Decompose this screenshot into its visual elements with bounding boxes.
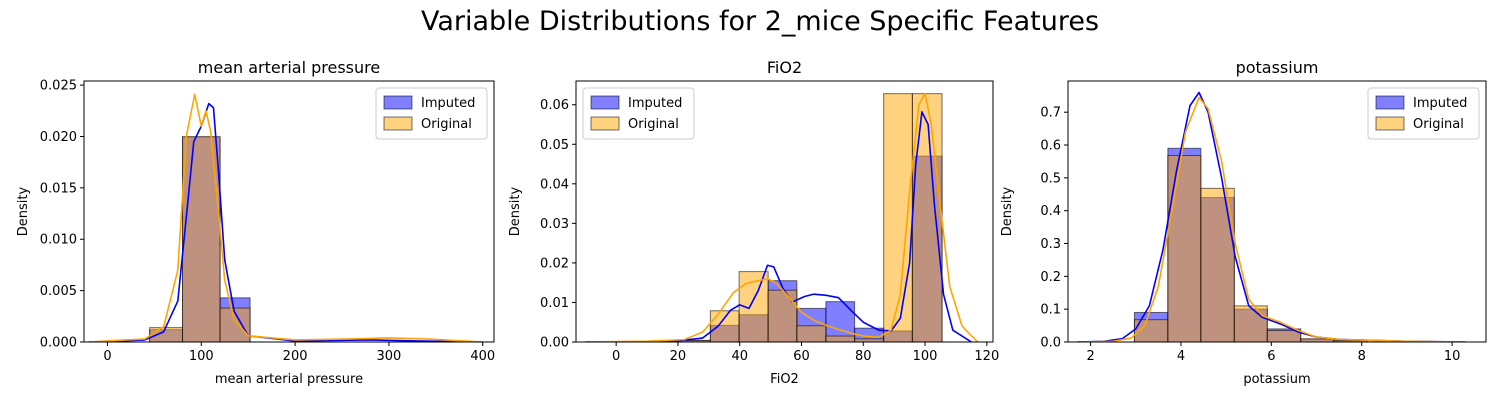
y-tick-label: 0.010 [40,233,77,248]
x-axis-label: FiO2 [770,372,799,387]
figure-title: Variable Distributions for 2_mice Specif… [421,6,1099,37]
legend: Imputed Original [582,87,695,140]
y-tick-label: 0.3 [1040,237,1061,252]
x-tick-label: 2 [1086,349,1094,364]
chart-panel-3: 2 4 6 8 10 0.0 0.1 0.2 0.3 0.4 0.5 0.6 0.7 potassium p… [1000,58,1487,387]
y-tick-label: 0.01 [540,296,569,311]
legend-label-imputed: Imputed [421,96,475,111]
x-tick-label: 20 [670,349,687,364]
legend-swatch-imputed [383,95,413,110]
x-tick-label: 8 [1358,349,1366,364]
legend-swatch-original [383,116,413,131]
panels: 0 100 200 300 4000.0000.0050.0100.0150.0200.… [16,58,1487,387]
y-tick-label: 0.1 [1040,303,1061,318]
kde-line-imputed [585,111,972,342]
y-tick-label: 0.02 [540,256,569,271]
bar-original-2 [1167,155,1202,342]
legend-label-original: Original [421,117,472,132]
bar-original-9 [911,93,943,342]
x-tick-label: 200 [283,349,308,364]
kde-line-original [1077,96,1466,342]
plot-area [1077,91,1466,342]
y-tick-label: 0.025 [40,79,77,94]
bar-original-2 [709,310,740,342]
axes-frame [83,80,495,343]
bar-original-5 [796,325,827,342]
kde-line-imputed [88,102,483,342]
x-tick-label: 300 [377,349,402,364]
y-tick-label: 0.020 [40,130,77,145]
y-tick-label: 0.005 [40,284,77,299]
bar-original-4 [1233,305,1268,342]
bar-original-1 [149,327,184,342]
kde-line-original [88,93,483,342]
y-tick-label: 0.000 [40,336,77,351]
y-tick-label: 0.7 [1040,106,1061,121]
legend-label-imputed: Imputed [1413,96,1467,111]
x-tick-label: 60 [793,349,810,364]
chart-panel-2: 0 20 40 60 80 100 120 0.00 0.01 0.02 0.03 0.04 0.05 0… [508,58,999,387]
x-tick-label: 4 [1177,349,1185,364]
y-tick-label: 0.4 [1040,204,1061,219]
y-tick-label: 0.5 [1040,171,1061,186]
y-tick-label: 0.015 [40,181,77,196]
axes-frame [575,80,994,343]
plot-area [585,92,979,342]
y-tick-label: 0.05 [540,138,569,153]
legend-label-imputed: Imputed [628,96,682,111]
x-tick-label: 6 [1267,349,1275,364]
y-axis-label: Density [16,186,31,236]
bar-original-4 [767,289,798,342]
y-tick-label: 0.04 [540,177,569,192]
y-tick-label: 0.03 [540,217,569,232]
bar-original-3 [219,307,251,342]
x-tick-label: 120 [974,349,999,364]
x-tick-label: 0 [612,349,620,364]
y-tick-label: 0.06 [540,98,569,113]
chart-panel-1: 0 100 200 300 400 0.000 0.005 0.010 0.015 0.020 0.… [16,58,495,387]
bar-original-6 [825,335,856,342]
x-axis-label: potassium [1243,372,1310,387]
x-tick-label: 100 [913,349,938,364]
x-axis-label: mean arterial pressure [215,372,363,387]
x-tick-label: 0 [103,349,111,364]
y-tick-label: 0.0 [1040,336,1061,351]
chart-title: mean arterial pressure [198,58,380,77]
x-tick-label: 40 [731,349,748,364]
y-tick-label: 0.2 [1040,270,1061,285]
y-axis-label: Density [508,186,523,236]
plot-area [88,93,483,342]
legend-swatch-imputed [1375,95,1405,110]
legend-label-original: Original [628,117,679,132]
x-tick-label: 100 [189,349,214,364]
x-tick-label: 80 [855,349,872,364]
chart-title: potassium [1236,58,1319,77]
x-tick-label: 10 [1444,349,1461,364]
legend: Imputed Original [375,87,488,140]
legend-swatch-original [590,116,620,131]
y-tick-label: 0.00 [540,336,569,351]
legend-swatch-original [1375,116,1405,131]
legend-label-original: Original [1413,117,1464,132]
y-tick-label: 0.6 [1040,139,1061,154]
legend: Imputed Original [1367,87,1480,140]
axes-frame [1067,80,1487,343]
legend-swatch-imputed [590,95,620,110]
chart-title: FiO2 [767,58,802,77]
bar-original-3 [1200,187,1235,342]
bar-original-5 [1266,330,1302,342]
kde-line-original [585,92,979,342]
x-tick-label: 400 [470,349,495,364]
y-axis-label: Density [1000,186,1015,236]
